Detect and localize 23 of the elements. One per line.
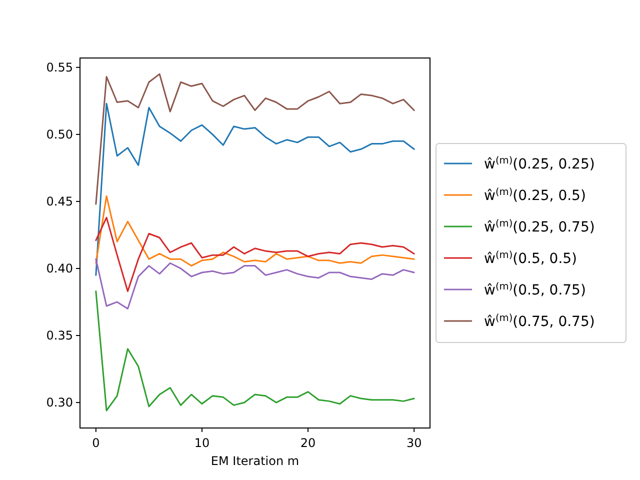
x-tick-label: 0: [92, 436, 100, 450]
legend-label: ŵ$^{(m)}$(0.25, 0.25): [484, 155, 595, 172]
line-series: [95, 216, 415, 292]
line-series: [95, 73, 415, 205]
x-tick-label: 30: [406, 436, 422, 450]
y-tick-label: 0.50: [46, 127, 73, 142]
x-tick-label: 20: [300, 436, 316, 450]
x-tick-label: 10: [194, 436, 210, 450]
y-tick-label: 0.55: [46, 60, 73, 74]
x-axis-title: EM Iteration m: [210, 454, 300, 468]
legend-label: ŵ$^{(m)}$(0.25, 0.5): [484, 186, 586, 204]
line-series: [95, 195, 415, 267]
line-series: [95, 290, 415, 412]
line-series: [95, 258, 415, 310]
legend-label: ŵ$^{(m)}$(0.5, 0.5): [484, 250, 578, 267]
line-series: [95, 102, 415, 276]
legend-label: ŵ$^{(m)}$(0.5, 0.75): [484, 281, 586, 298]
y-tick-label: 0.30: [46, 396, 73, 410]
y-tick-label: 0.45: [46, 194, 73, 208]
legend-label: ŵ$^{(m)}$(0.75, 0.75): [484, 312, 595, 330]
legend-label: ŵ$^{(m)}$(0.25, 0.75): [484, 218, 595, 236]
y-tick-label: 0.35: [46, 328, 73, 342]
y-tick-label: 0.40: [46, 261, 73, 276]
